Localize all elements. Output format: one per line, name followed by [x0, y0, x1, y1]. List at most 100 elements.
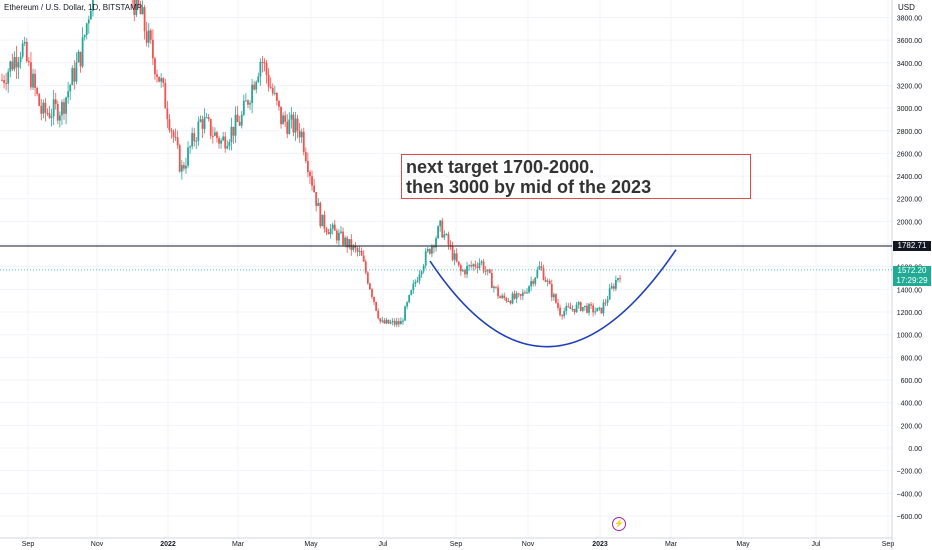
candle-body	[612, 286, 615, 289]
candle-body	[30, 62, 32, 88]
candle-body	[519, 294, 522, 296]
candle-body	[234, 114, 237, 136]
candle-body	[476, 266, 479, 268]
candle-body	[187, 147, 189, 166]
candle-body	[296, 118, 299, 131]
candle-body	[331, 224, 334, 229]
candle-body	[559, 307, 561, 316]
candle-body	[213, 132, 216, 136]
candle-body	[437, 226, 440, 239]
candle-body	[573, 308, 576, 313]
candle-body	[526, 292, 528, 294]
candle-body	[358, 250, 361, 252]
candle-body	[565, 306, 568, 312]
candle-body	[36, 87, 39, 94]
axis-unit-label: USD	[898, 3, 915, 12]
candle-body	[571, 308, 574, 310]
candle-body	[400, 320, 402, 325]
candle-body	[426, 248, 429, 252]
candle-body	[242, 100, 245, 115]
candle-body	[48, 113, 51, 118]
candle-body	[218, 137, 220, 144]
candle-body	[435, 238, 437, 248]
y-tick-label: 800.00	[901, 355, 923, 362]
x-tick-label: May	[736, 541, 750, 548]
candle-body	[439, 220, 442, 227]
y-tick-label: 3600.00	[897, 38, 922, 45]
lightning-icon[interactable]: ⚡	[612, 517, 626, 531]
y-tick-label: 2800.00	[897, 129, 922, 136]
candle-body	[19, 56, 22, 63]
x-tick-label: Jul	[812, 541, 821, 548]
candle-body	[292, 114, 295, 133]
candle-body	[530, 281, 533, 287]
candle-body	[226, 146, 229, 149]
candle-body	[470, 265, 473, 267]
candle-body	[451, 245, 454, 260]
candle-body	[271, 87, 274, 94]
candle-body	[13, 56, 16, 70]
candle-body	[366, 272, 369, 284]
x-tick-label: May	[304, 541, 318, 548]
candle-body	[610, 286, 613, 289]
candle-body	[81, 37, 84, 67]
candle-body	[228, 142, 231, 147]
candle-body	[362, 255, 365, 262]
candle-body	[528, 286, 530, 293]
candle-body	[216, 132, 218, 138]
candle-body	[83, 34, 86, 38]
candle-body	[87, 19, 90, 24]
candle-body	[513, 293, 516, 299]
y-tick-label: −600.00	[897, 514, 923, 521]
candle-body	[536, 269, 539, 278]
candle-body	[46, 112, 49, 114]
candle-body	[325, 228, 328, 233]
candle-body	[135, 0, 138, 15]
x-tick-label: Nov	[522, 541, 535, 548]
candle-body	[278, 100, 280, 107]
y-tick-label: 0.00	[908, 446, 922, 453]
y-tick-label: 2600.00	[897, 151, 922, 158]
candle-body	[209, 119, 212, 136]
candle-body	[371, 289, 373, 297]
candle-body	[77, 51, 80, 63]
candle-body	[602, 302, 605, 314]
candle-body	[185, 165, 187, 169]
candle-body	[342, 231, 344, 245]
candle-body	[199, 119, 202, 122]
candle-body	[288, 119, 291, 134]
candle-body	[139, 4, 142, 15]
candle-body	[286, 121, 289, 134]
annotation-box[interactable]: next target 1700-2000. then 3000 by mid …	[401, 154, 751, 199]
y-tick-label: 3400.00	[897, 61, 922, 68]
candle-body	[257, 76, 260, 82]
candle-body	[267, 74, 270, 87]
candle-body	[238, 121, 241, 126]
candle-body	[373, 296, 375, 303]
candle-body	[269, 86, 272, 88]
candle-body	[304, 151, 307, 162]
candle-body	[52, 99, 55, 117]
x-tick-label: Sep	[450, 541, 463, 548]
last-price-tag: 1572.20 17:29:29	[893, 266, 931, 286]
candle-body	[166, 108, 169, 120]
candle-body	[600, 307, 603, 314]
candle-body	[614, 280, 617, 289]
annotation-line-1: next target 1700-2000.	[406, 157, 595, 177]
candle-body	[63, 102, 65, 114]
candle-body	[42, 102, 45, 114]
candle-body	[315, 192, 318, 206]
candle-body	[67, 91, 70, 98]
candle-body	[453, 253, 456, 260]
candle-body	[85, 23, 88, 35]
candle-body	[3, 80, 5, 83]
candle-body	[445, 234, 448, 236]
candle-body	[205, 117, 208, 119]
candle-body	[11, 61, 14, 70]
candle-body	[431, 245, 433, 254]
candle-body	[149, 30, 152, 40]
candle-body	[7, 71, 10, 84]
candle-body	[391, 320, 394, 323]
candle-body	[350, 239, 353, 250]
